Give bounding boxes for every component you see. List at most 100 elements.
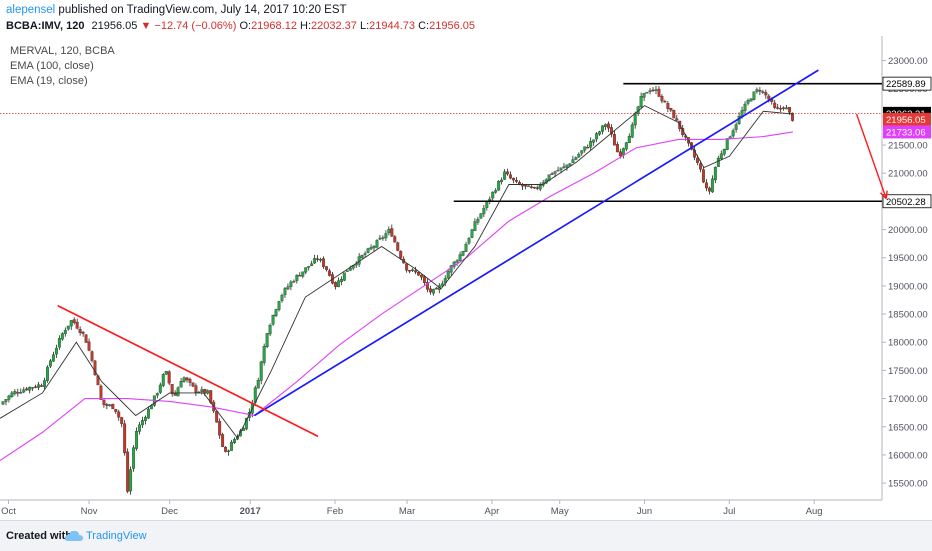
candle-body [595, 133, 599, 140]
candle-body [259, 361, 263, 381]
candle-body [224, 446, 228, 452]
candle-body [111, 403, 115, 409]
price-label-box [883, 125, 931, 139]
candle-body [589, 141, 593, 148]
candle-body [141, 420, 144, 426]
candle-body [313, 258, 317, 264]
candle-body [105, 404, 109, 406]
candle-body [37, 384, 41, 388]
legend-symbol: MERVAL, 120, BCBA [10, 45, 115, 57]
candle-body [170, 384, 174, 394]
candle-body [63, 330, 67, 334]
price-tick-label: 18500.00 [888, 310, 928, 321]
candle-body [348, 267, 352, 271]
time-tick-label: Dec [161, 506, 178, 517]
candle-body [550, 173, 554, 175]
candle-body [304, 267, 308, 273]
candle-body [194, 385, 198, 393]
publish-line: alepensel published on TradingView.com, … [6, 4, 347, 16]
price-chart[interactable]: 15500.00 16000.00 16500.00 17000.00 17500.00… [0, 36, 932, 518]
candle-body [592, 139, 596, 143]
candle-body [295, 274, 299, 281]
open-value: 21968.12 [251, 20, 297, 32]
chart-area[interactable]: 15500.00 16000.00 16500.00 17000.00 17500.00… [0, 36, 932, 518]
candle-body [565, 164, 569, 168]
candle-body [749, 98, 753, 102]
candle-body [22, 389, 26, 393]
candle-body [322, 258, 325, 267]
candle-body [506, 171, 510, 175]
candle-body [102, 399, 106, 405]
candle-body [494, 190, 498, 193]
candle-body [191, 382, 195, 387]
candle-body [387, 228, 391, 234]
candle-body [532, 186, 536, 189]
candle-body [25, 388, 29, 391]
candle-body [307, 266, 311, 268]
level-price-label: 22589.89 [886, 79, 926, 90]
time-tick-label: Jun [637, 506, 652, 517]
candle-body [722, 149, 726, 155]
candle-body [529, 186, 533, 188]
candle-body [785, 107, 789, 110]
ema100-line [0, 131, 794, 462]
candle-body [339, 279, 343, 282]
candle-body [669, 108, 673, 111]
price-tick-label: 20000.00 [888, 225, 928, 236]
candle-body [87, 341, 91, 351]
candle-body [467, 238, 471, 244]
candle-body [666, 103, 670, 109]
candle-body [40, 385, 44, 387]
candle-body [598, 131, 602, 135]
candle-body [375, 240, 379, 248]
author-link[interactable]: alepensel [6, 4, 56, 16]
candle-body [615, 144, 619, 153]
candle-body [34, 386, 38, 388]
candle-body [372, 246, 376, 249]
candle-body [612, 134, 616, 146]
candle-body [390, 228, 394, 237]
candle-body [185, 377, 189, 381]
price-tick-label: 21500.00 [888, 141, 928, 152]
candle-body [417, 271, 420, 276]
level-price-label: 20502.28 [886, 197, 926, 208]
candle-body [731, 130, 735, 137]
price-label-text: 21956.05 [886, 115, 926, 126]
down-arrow-icon: ▼ [140, 20, 152, 32]
created-with-label: Created with [6, 530, 73, 542]
candle-body [99, 385, 103, 400]
candle-body [206, 390, 210, 394]
candle-body [238, 430, 242, 437]
candle-body [562, 166, 566, 168]
candle-body [559, 167, 563, 171]
candle-body [791, 112, 794, 121]
time-tick-label: May [551, 506, 569, 517]
high-value: 22032.37 [311, 20, 357, 32]
tradingview-brand-link[interactable]: TradingView [86, 530, 147, 542]
candle-body [425, 282, 429, 290]
open-label: O: [239, 20, 252, 32]
candle-body [470, 229, 474, 238]
candle-body [360, 255, 364, 258]
candle-body [779, 108, 783, 110]
candle-body [639, 96, 643, 108]
candle-body [473, 221, 477, 231]
candle-body [146, 408, 150, 419]
candle-body [758, 90, 762, 92]
candle-body [274, 309, 278, 317]
level-price-box [882, 194, 932, 209]
candle-body [702, 169, 705, 183]
chart-legend: MERVAL, 120, BCBA EMA (100, close) EMA (… [10, 44, 115, 89]
candle-body [393, 236, 397, 243]
candle-body [277, 301, 281, 310]
time-tick-label: 2017 [240, 506, 261, 517]
candle-body [292, 280, 296, 283]
down-arrow [855, 113, 888, 200]
last-price: 21956.05 [91, 20, 138, 32]
candle-body [233, 439, 236, 443]
candle-body [286, 286, 290, 290]
symbol-label: BCBA:IMV, 120 [6, 20, 85, 32]
candle-body [788, 107, 792, 113]
candle-body [203, 389, 207, 394]
candle-body [586, 147, 590, 149]
